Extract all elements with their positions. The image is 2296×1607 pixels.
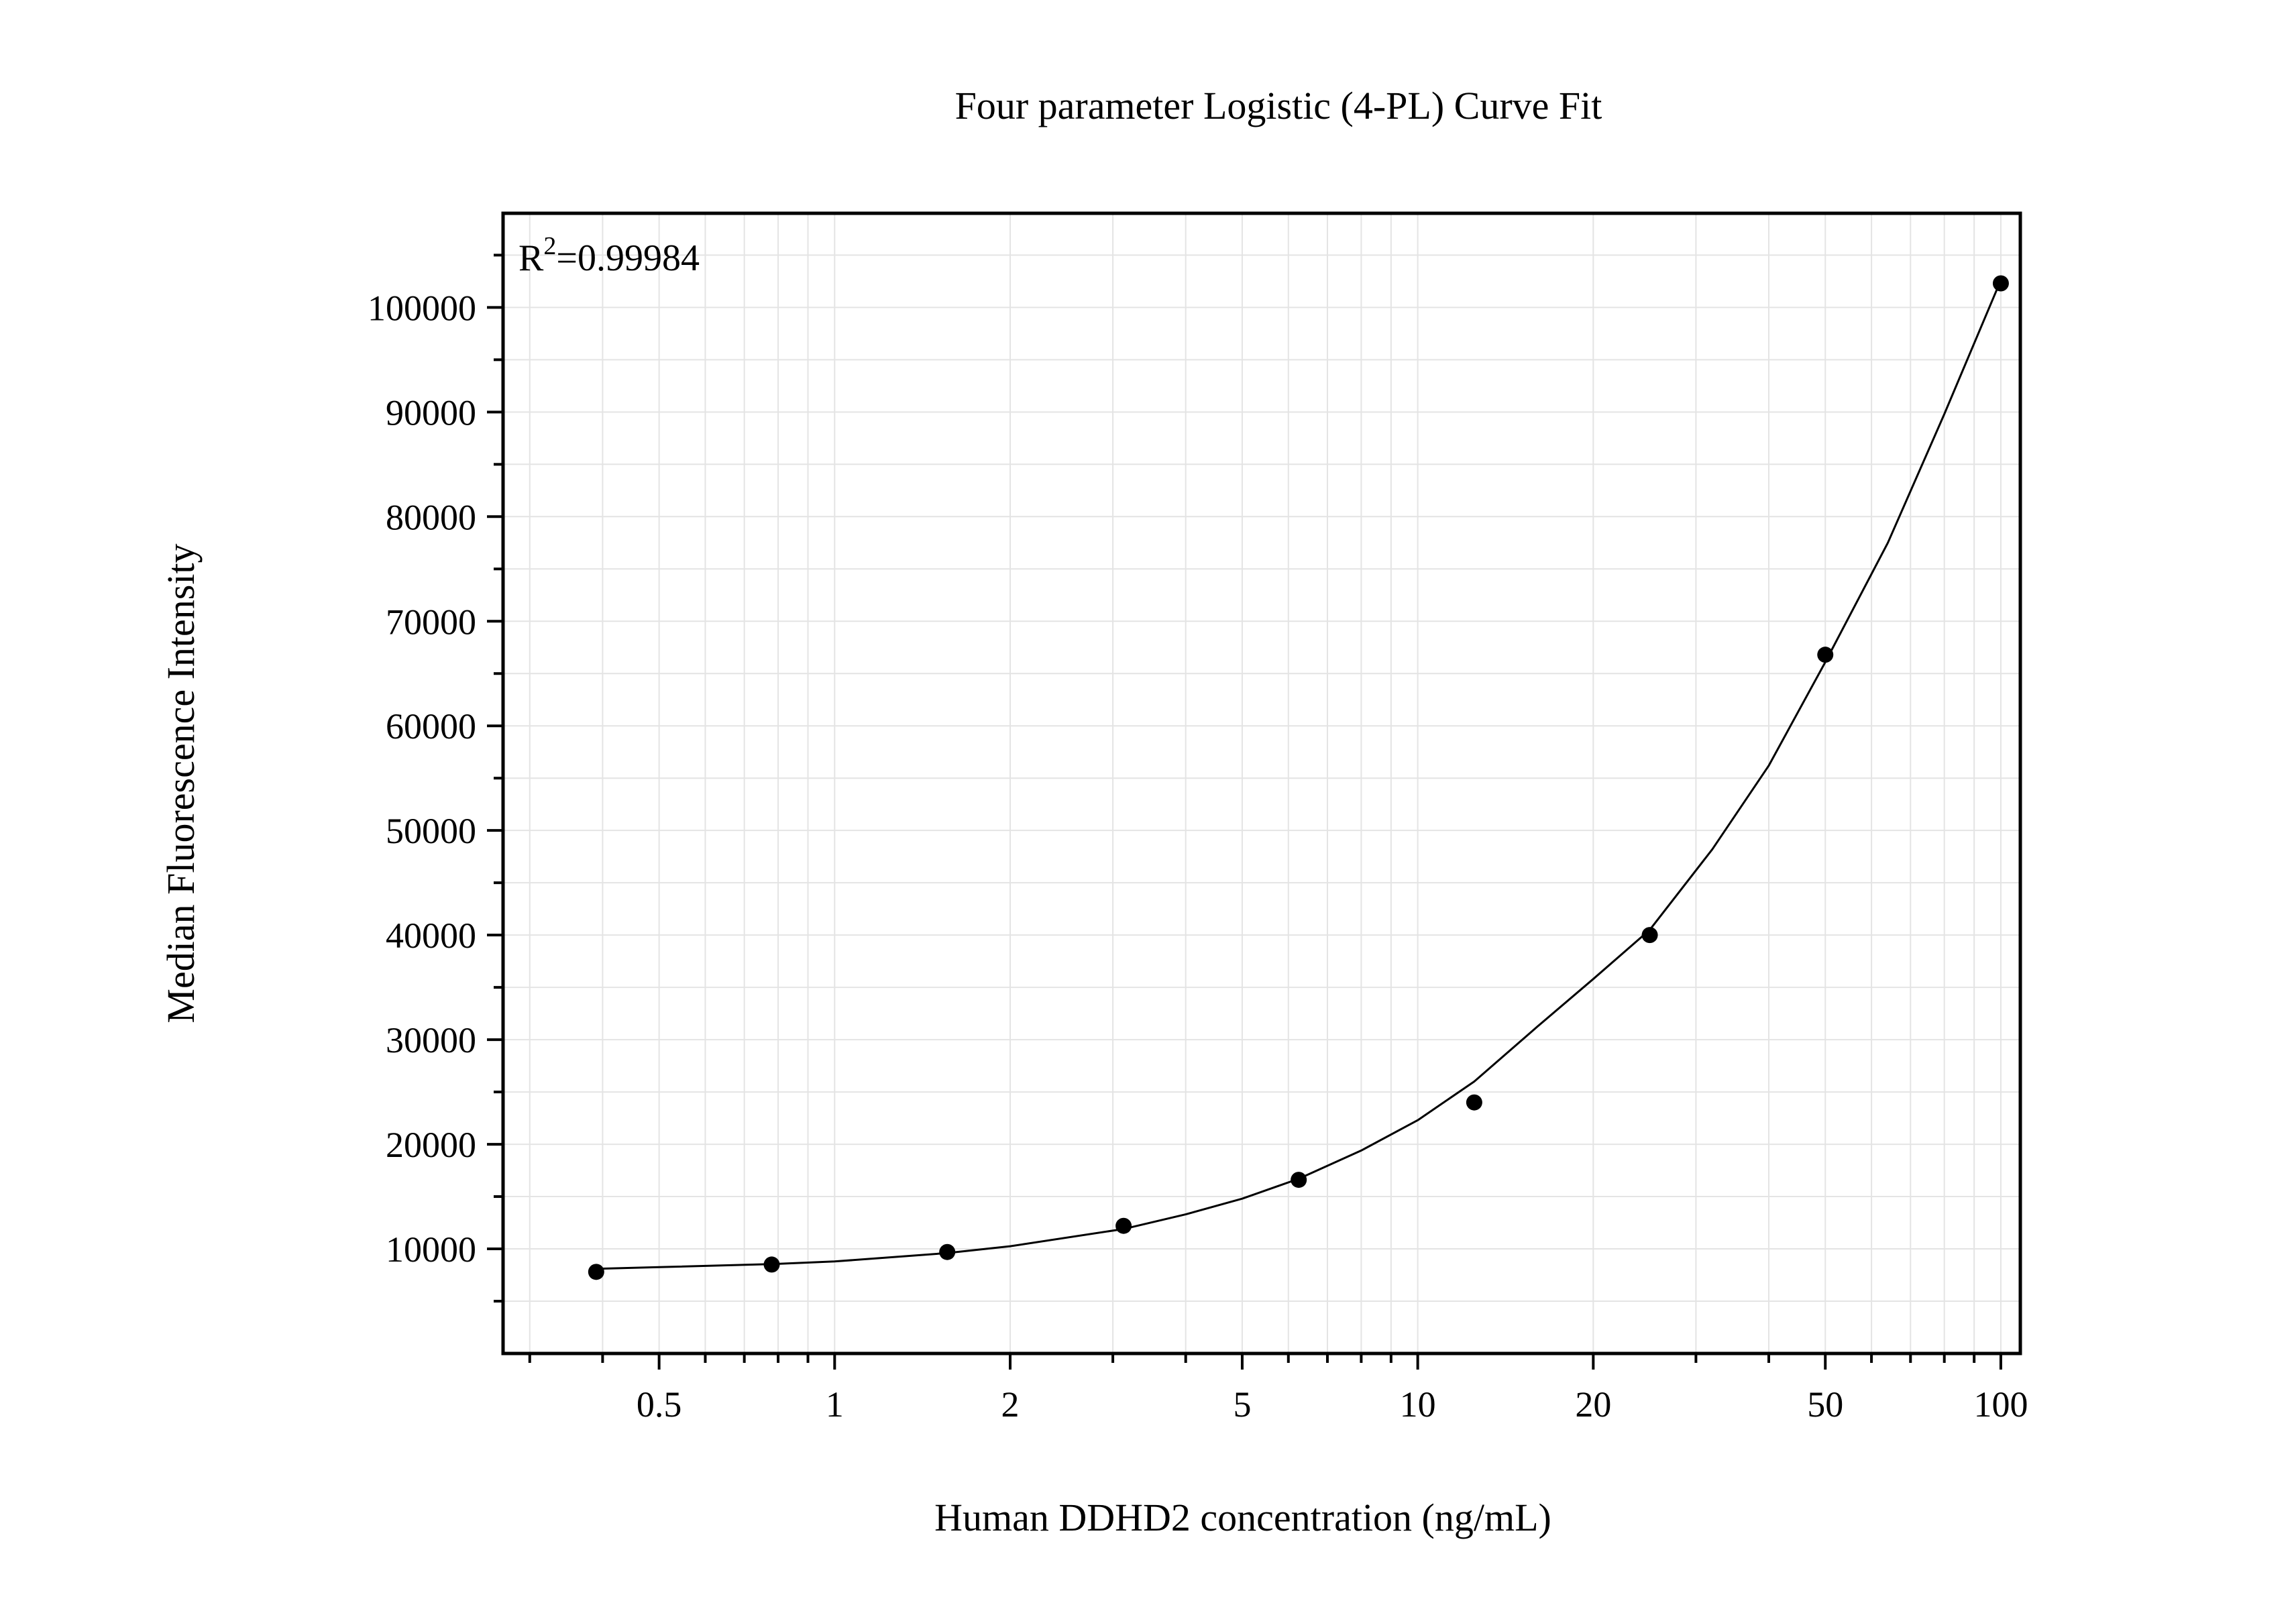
- y-tick-label: 10000: [386, 1229, 476, 1270]
- x-tick-label: 2: [1001, 1384, 1020, 1425]
- r-squared-base: R: [518, 237, 544, 279]
- y-tick-label: 50000: [386, 811, 476, 851]
- y-tick-label: 90000: [386, 392, 476, 433]
- x-axis-title: Human DDHD2 concentration (ng/mL): [934, 1496, 1551, 1539]
- r-squared-value: =0.99984: [556, 237, 700, 279]
- data-point: [1992, 275, 2009, 292]
- y-tick-labels: 10000 20000 30000 40000 50000 60000 70000 80000…: [368, 288, 476, 1270]
- y-tick-label: 20000: [386, 1125, 476, 1165]
- y-tick-label: 80000: [386, 497, 476, 537]
- data-point: [939, 1243, 956, 1260]
- fit-curve-layer: [596, 280, 2002, 1270]
- fit-curve: [596, 280, 2002, 1270]
- data-point: [1115, 1217, 1132, 1234]
- x-tick-label: 20: [1575, 1384, 1611, 1425]
- x-tick-label: 100: [1973, 1384, 2028, 1425]
- y-tick-label: 60000: [386, 706, 476, 746]
- data-point: [763, 1256, 780, 1273]
- x-tick-label: 0.5: [637, 1384, 682, 1425]
- y-tick-label: 100000: [368, 288, 476, 328]
- chart-title: Four parameter Logistic (4-PL) Curve Fit: [955, 84, 1602, 127]
- data-point: [588, 1264, 604, 1280]
- r-squared-superscript: 2: [543, 232, 556, 260]
- data-point: [1641, 927, 1658, 944]
- data-points: [588, 275, 2009, 1280]
- data-point: [1291, 1172, 1307, 1188]
- x-tick-label: 50: [1807, 1384, 1843, 1425]
- r-squared-annotation: R2=0.99984: [518, 232, 700, 279]
- x-tick-labels: 0.5 1 2 5 10 20 50 100: [637, 1384, 2028, 1425]
- plot-frame: [501, 211, 2022, 1355]
- x-tick-label: 5: [1233, 1384, 1251, 1425]
- data-point: [1817, 647, 1834, 663]
- y-tick-label: 30000: [386, 1020, 476, 1060]
- x-tick-label: 10: [1400, 1384, 1436, 1425]
- y-axis-title: Median Fluorescence Intensity: [159, 543, 203, 1023]
- axis-ticks: [487, 254, 2002, 1370]
- x-tick-label: 1: [826, 1384, 844, 1425]
- grid: [503, 213, 2020, 1353]
- y-tick-label: 70000: [386, 602, 476, 642]
- data-point: [1466, 1094, 1482, 1111]
- y-tick-label: 40000: [386, 916, 476, 956]
